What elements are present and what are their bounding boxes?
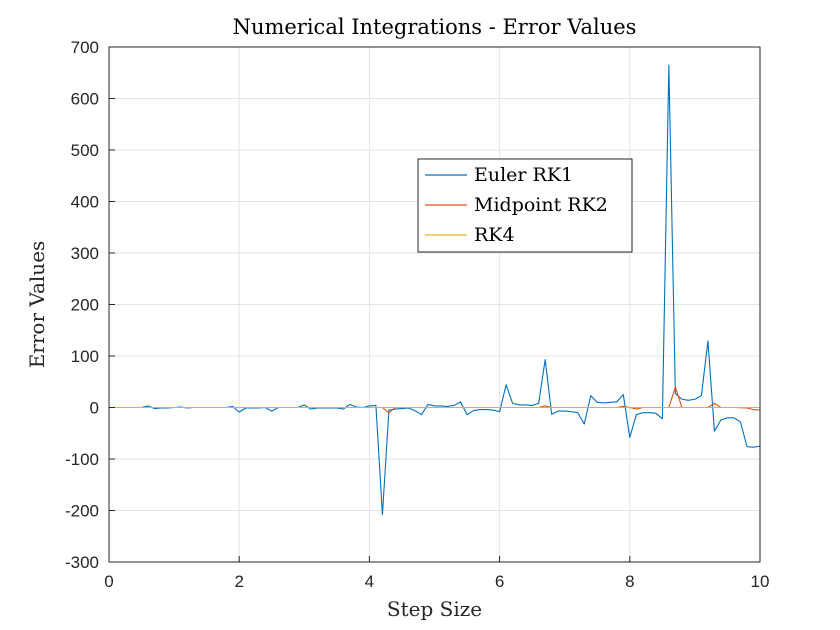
series-line-euler-rk1 — [109, 64, 761, 516]
series-lines — [109, 64, 761, 516]
y-tick-label: -100 — [65, 450, 99, 469]
x-axis-label: Step Size — [387, 597, 482, 621]
y-tick-label: 100 — [71, 347, 99, 366]
legend-label-euler-rk1: Euler RK1 — [474, 164, 573, 186]
y-tick-label: 200 — [71, 296, 99, 315]
y-tick-label: -300 — [65, 553, 99, 572]
x-tick-label: 8 — [625, 572, 634, 591]
y-tick-label: 300 — [71, 244, 99, 263]
x-tick-label: 0 — [104, 572, 113, 591]
y-axis-label: Error Values — [25, 241, 49, 369]
x-tick-label: 10 — [751, 572, 770, 591]
grid-lines — [108, 46, 761, 563]
x-tick-label: 2 — [234, 572, 243, 591]
y-tick-label: -200 — [65, 502, 99, 521]
y-tick-label: 500 — [71, 141, 99, 160]
axis-ticks: 0 2 4 6 8 10 -300 -200 -100 0 100 200 300 400 500 600 70… — [65, 38, 769, 591]
x-tick-label: 4 — [365, 572, 374, 591]
legend-label-rk4: RK4 — [474, 224, 515, 246]
y-tick-label: 600 — [71, 90, 99, 109]
x-tick-label: 6 — [495, 572, 504, 591]
legend-label-midpoint-rk2: Midpoint RK2 — [474, 194, 608, 216]
y-tick-label: 700 — [71, 38, 99, 57]
legend: Euler RK1 Midpoint RK2 RK4 — [417, 158, 633, 253]
chart-title: Numerical Integrations - Error Values — [233, 15, 637, 39]
y-tick-label: 0 — [90, 399, 99, 418]
y-tick-label: 400 — [71, 193, 99, 212]
